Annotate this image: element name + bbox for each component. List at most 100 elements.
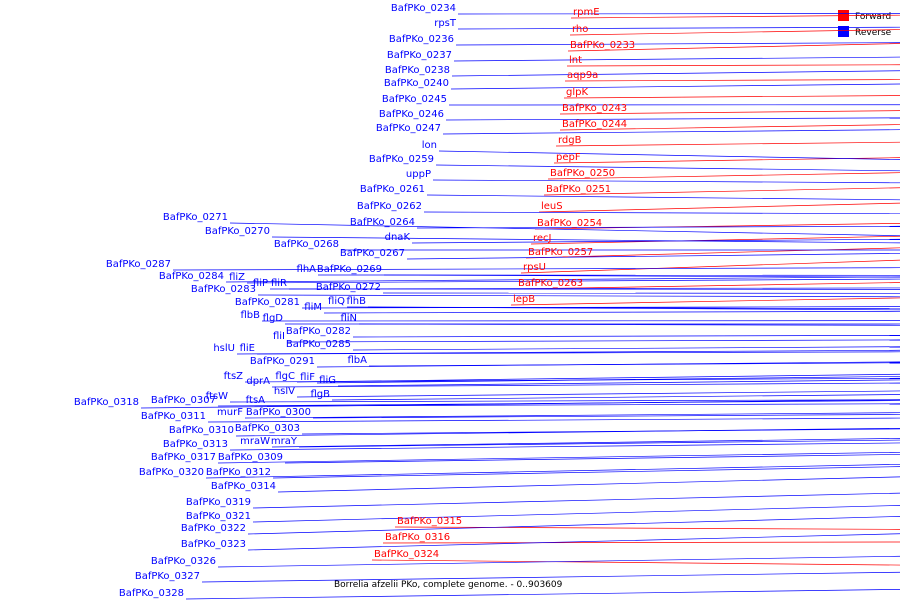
leader-line	[252, 505, 900, 523]
reverse-gene-label: BafPKo_0287	[106, 259, 171, 270]
reverse-gene-label: BafPKo_0284	[159, 271, 224, 282]
leader-line	[271, 438, 900, 448]
leader-line	[423, 211, 900, 215]
forward-gene-label: rdgB	[558, 135, 582, 146]
reverse-gene-label: BafPKo_0327	[135, 571, 200, 582]
leader-line	[252, 492, 900, 509]
leader-line	[323, 310, 900, 314]
leader-line	[367, 306, 900, 311]
reverse-gene-label: BafPKo_0303	[235, 423, 300, 434]
reverse-gene-label: BafPKo_0236	[389, 34, 454, 45]
reverse-gene-label: fliR	[271, 278, 287, 289]
leader-line	[296, 390, 900, 398]
leader-line	[438, 150, 900, 160]
forward-gene-label: rho	[572, 24, 588, 35]
reverse-gene-label: BafPKo_0259	[369, 154, 434, 165]
reverse-gene-label: BafPKo_0271	[163, 212, 228, 223]
leader-line	[368, 362, 900, 367]
reverse-gene-label: flbA	[348, 355, 368, 366]
leader-line	[246, 278, 900, 284]
forward-gene-label: BafPKo_0251	[546, 184, 611, 195]
reverse-gene-label: BafPKo_0321	[186, 511, 251, 522]
leader-line	[530, 235, 900, 245]
forward-gene-label: rpsU	[523, 262, 546, 273]
reverse-gene-label: flgC	[275, 371, 295, 382]
leader-line	[570, 14, 900, 19]
reverse-gene-label: mraW	[240, 436, 270, 447]
leader-line	[172, 267, 900, 271]
reverse-gene-label: BafPKo_0322	[181, 523, 246, 534]
reverse-gene-label: BafPKo_0264	[350, 217, 415, 228]
reverse-gene-label: hslU	[213, 343, 235, 354]
reverse-gene-label: BafPKo_0310	[169, 425, 234, 436]
reverse-gene-label: rpsT	[434, 18, 457, 29]
leader-line	[269, 287, 900, 290]
leader-line	[382, 292, 900, 294]
forward-gene-label: BafPKo_0263	[518, 278, 583, 289]
reverse-gene-label: dprA	[246, 376, 270, 387]
leader-line	[229, 399, 900, 403]
genome-caption: Borrelia afzelii PKo, complete genome. -…	[334, 580, 563, 590]
leader-line	[566, 64, 900, 67]
reverse-gene-label: BafPKo_0317	[151, 452, 216, 463]
reverse-gene-label: BafPKo_0281	[235, 297, 300, 308]
reverse-gene-label: BafPKo_0326	[151, 556, 216, 567]
leader-line	[442, 129, 900, 135]
legend-swatch-reverse	[838, 26, 849, 37]
leader-line	[235, 427, 900, 437]
leader-line	[453, 56, 900, 62]
reverse-gene-label: fliM	[304, 302, 322, 313]
reverse-gene-label: lon	[422, 140, 437, 151]
leader-line	[225, 276, 900, 283]
leader-line	[455, 42, 900, 46]
leader-line	[352, 346, 900, 351]
leader-line	[448, 104, 900, 106]
forward-gene-label: recJ	[533, 233, 552, 244]
reverse-gene-label: fliI	[273, 331, 285, 342]
leader-line	[286, 339, 900, 343]
leader-line	[284, 454, 900, 464]
reverse-gene-label: BafPKo_0313	[163, 439, 228, 450]
legend: Forward Reverse	[838, 10, 892, 38]
leader-line	[201, 571, 900, 583]
reverse-gene-label: BafPKo_0323	[181, 539, 246, 550]
reverse-gene-label: BafPKo_0307	[151, 395, 216, 406]
forward-gene-label: leuS	[541, 201, 563, 212]
leader-line	[559, 110, 900, 115]
reverse-gene-label: BafPKo_0269	[317, 264, 382, 275]
reverse-gene-label: flgD	[263, 313, 284, 324]
legend-label-reverse: Reverse	[855, 28, 892, 38]
leader-line	[207, 417, 900, 423]
legend-label-forward: Forward	[855, 12, 891, 22]
leader-line	[244, 412, 900, 419]
leader-line	[271, 236, 900, 244]
reverse-gene-label: fliQ	[328, 296, 345, 307]
reverse-gene-label: flgB	[310, 389, 330, 400]
leader-line	[416, 225, 900, 229]
reverse-gene-label: ftsW	[206, 391, 228, 402]
leader-line	[563, 95, 900, 99]
leader-line	[559, 124, 900, 131]
leader-line	[538, 202, 900, 213]
reverse-gene-label: fliE	[240, 343, 255, 354]
reverse-gene-label: BafPKo_0282	[286, 326, 351, 337]
leader-line	[520, 259, 900, 274]
leader-line	[298, 439, 900, 448]
leader-line	[236, 349, 900, 355]
forward-gene-label: pepF	[556, 152, 581, 163]
label-leader-lines	[140, 13, 900, 600]
reverse-gene-label: BafPKo_0238	[385, 65, 450, 76]
reverse-gene-label: BafPKo_0314	[211, 481, 276, 492]
leader-line	[432, 179, 900, 184]
forward-gene-label: lepB	[513, 294, 535, 305]
leader-line	[331, 394, 900, 401]
leader-line	[515, 282, 900, 290]
forward-gene-label: BafPKo_0316	[385, 532, 450, 543]
leader-line	[569, 29, 900, 36]
leader-line	[217, 555, 900, 568]
leader-line	[312, 414, 900, 419]
reverse-gene-label: hslV	[274, 386, 295, 397]
reverse-gene-label: BafPKo_0320	[139, 467, 204, 478]
leader-line	[457, 13, 900, 15]
